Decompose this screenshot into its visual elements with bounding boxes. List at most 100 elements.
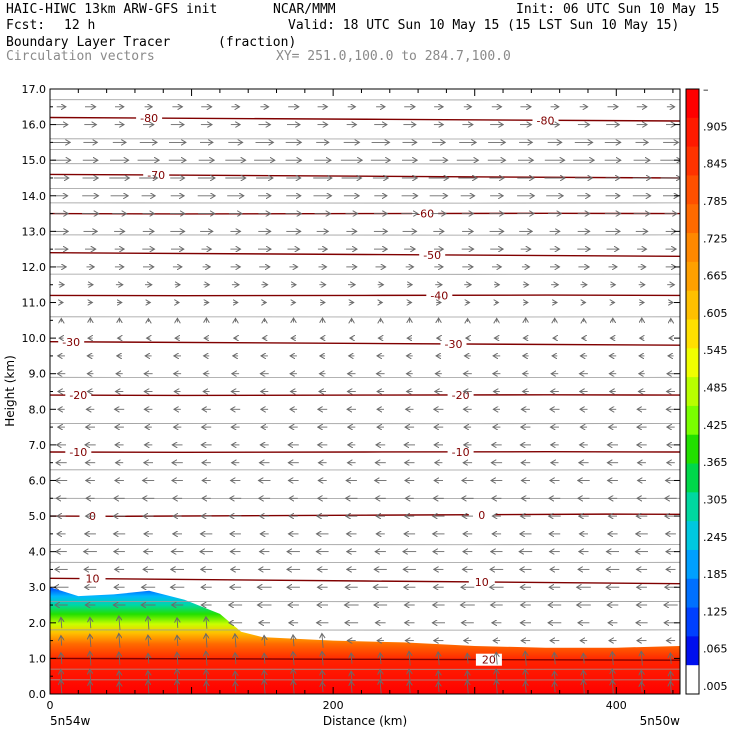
wind-vector	[148, 680, 149, 694]
y-tick-label: 5.0	[29, 510, 47, 523]
contour-label: -80	[537, 114, 555, 127]
y-tick-label: 7.0	[29, 439, 47, 452]
colorbar-label: .005	[703, 680, 728, 693]
y-tick-label: 14.0	[22, 190, 47, 203]
contour-label-bg	[468, 508, 495, 521]
colorbar-swatch	[686, 89, 699, 119]
wind-vector	[264, 653, 265, 664]
colorbar-label: .905	[703, 120, 728, 133]
wind-vector	[177, 652, 178, 665]
contour-label: 0	[478, 509, 485, 522]
colorbar-label: .665	[703, 270, 728, 283]
temperature-contours: -80 -80-70-60-50-40-30 -30-20 -20-10 -100 010…	[50, 112, 680, 667]
wind-vector	[380, 680, 381, 694]
wind-vector	[148, 635, 149, 647]
x-tick-label: 200	[323, 699, 344, 712]
colorbar-label: .245	[703, 531, 728, 544]
contour-label-bg	[136, 112, 163, 124]
isoline	[50, 679, 680, 681]
wind-vector	[206, 634, 207, 648]
isoline	[50, 316, 680, 318]
colorbar-swatch	[686, 521, 699, 551]
wind-vector	[90, 634, 91, 648]
colorbar-label: .185	[703, 568, 728, 581]
wind-vector	[351, 653, 352, 664]
colorbar-swatch	[686, 549, 699, 580]
wind-vector	[235, 634, 236, 648]
wind-vector	[583, 653, 584, 664]
x-tick-label: 400	[606, 699, 627, 712]
wind-vector	[525, 681, 526, 693]
y-tick-label: 8.0	[29, 403, 47, 416]
isoline	[50, 163, 680, 165]
wind-vector	[554, 671, 555, 682]
x-axis-label: Distance (km)	[323, 714, 407, 728]
colorbar-swatch	[686, 146, 699, 177]
colorbar: – .905 .845 .785 .725 .665 .605 .545 .485 .425 .36…	[685, 83, 728, 695]
colorbar-swatch	[686, 233, 699, 263]
wind-vector	[235, 682, 236, 693]
wind-vector	[177, 635, 178, 646]
colorbar-swatch	[686, 463, 699, 493]
isoline	[50, 600, 680, 603]
y-tick-label: 2.0	[29, 617, 47, 630]
wind-vector	[670, 681, 671, 693]
y-tick-label: 16.0	[22, 119, 47, 132]
circulation-vectors	[51, 107, 680, 694]
wind-vector	[641, 651, 642, 666]
isoline	[50, 497, 680, 499]
wind-vector	[409, 651, 410, 666]
y-tick-label: 0.0	[29, 688, 47, 701]
colorbar-swatch	[686, 117, 699, 148]
colorbar-label: .845	[703, 158, 728, 171]
colorbar-swatch	[686, 175, 699, 205]
isoline	[50, 138, 680, 140]
colorbar-swatch	[686, 377, 699, 407]
tracer-layer	[50, 587, 680, 694]
wind-vector	[583, 680, 584, 694]
wind-vector	[61, 636, 62, 646]
contour-label-bg	[532, 114, 559, 127]
wind-vector	[380, 653, 381, 665]
colorbar-swatch	[686, 290, 699, 321]
y-tick-label: 13.0	[22, 225, 47, 238]
isoline	[50, 273, 680, 275]
contour-line	[50, 657, 680, 661]
contour-label: -60	[416, 208, 434, 221]
y-tick-label: 6.0	[29, 474, 47, 487]
contour-label: 10	[475, 576, 489, 589]
isoline	[50, 99, 680, 101]
wind-vector	[90, 651, 91, 666]
wind-vector	[496, 680, 497, 694]
wind-vector	[119, 682, 120, 693]
y-tick-label: 12.0	[22, 261, 47, 274]
isoline	[50, 376, 680, 378]
y-tick-label: 4.0	[29, 546, 47, 559]
isoline	[50, 187, 680, 190]
wind-vector	[119, 652, 120, 665]
colorbar-label: .365	[703, 456, 728, 469]
contour-label: -30	[445, 338, 463, 351]
isoline	[50, 561, 680, 563]
contour-line	[50, 394, 680, 397]
wind-vector	[322, 682, 323, 693]
contour-label: 20	[482, 654, 496, 667]
contour-label: 10	[86, 573, 100, 586]
colorbar-label: .065	[703, 643, 728, 656]
y-tick-label: 17.0	[22, 83, 47, 96]
valid-time: Valid: 18 UTC Sun 10 May 15 (15 LST Sun …	[288, 18, 680, 33]
y-axis-label: Height (km)	[3, 355, 17, 426]
wind-vector	[177, 680, 178, 694]
colorbar-swatch	[686, 319, 699, 349]
isoline	[50, 469, 680, 471]
wind-vector	[235, 653, 236, 665]
isoline	[50, 543, 680, 546]
init-time: Init: 06 UTC Sun 10 May 15	[516, 2, 720, 17]
x-end-label-right: 5n50w	[640, 714, 681, 728]
colorbar-label: .545	[703, 344, 728, 357]
contour-label-bg	[65, 389, 92, 402]
wind-vector	[293, 680, 294, 694]
contour-label: -50	[423, 249, 441, 262]
wind-vector	[670, 653, 671, 664]
